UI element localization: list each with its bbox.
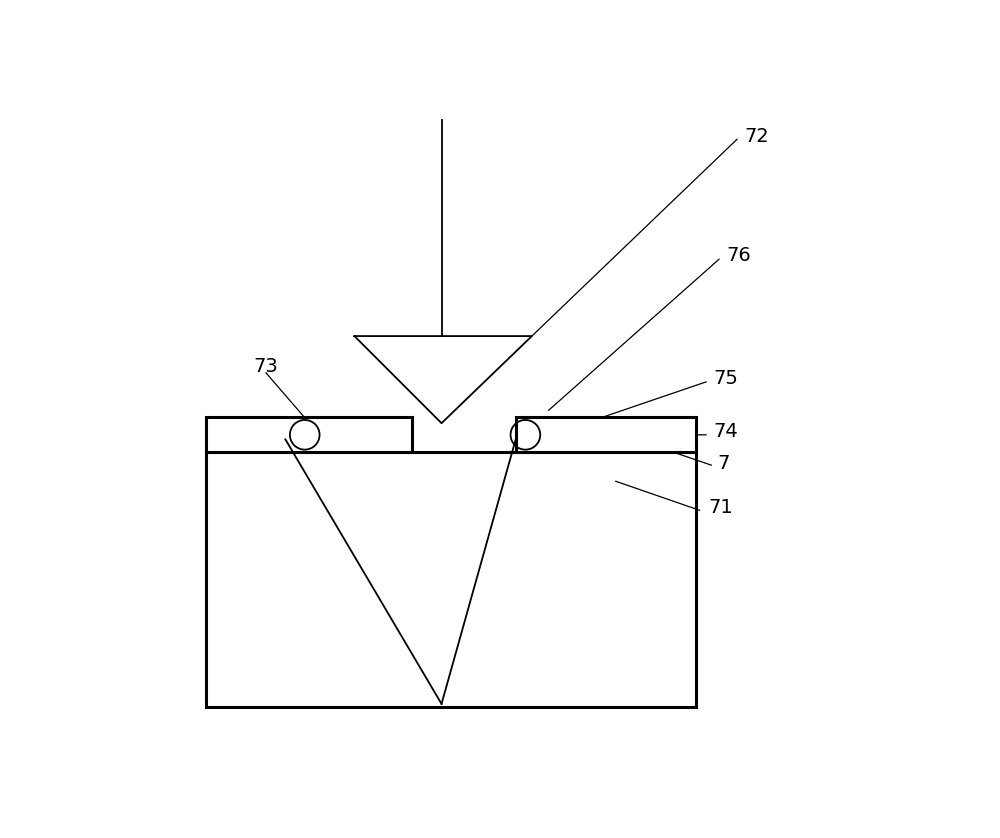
Text: 76: 76 (727, 246, 751, 265)
Bar (206, 453, 696, 707)
Text: 73: 73 (253, 357, 278, 376)
Bar (206, 416, 412, 453)
Text: 7: 7 (718, 453, 730, 473)
Text: 72: 72 (745, 127, 770, 146)
Text: 75: 75 (714, 369, 739, 387)
Bar (516, 416, 696, 453)
Text: 71: 71 (708, 498, 733, 516)
Text: 74: 74 (714, 422, 739, 441)
